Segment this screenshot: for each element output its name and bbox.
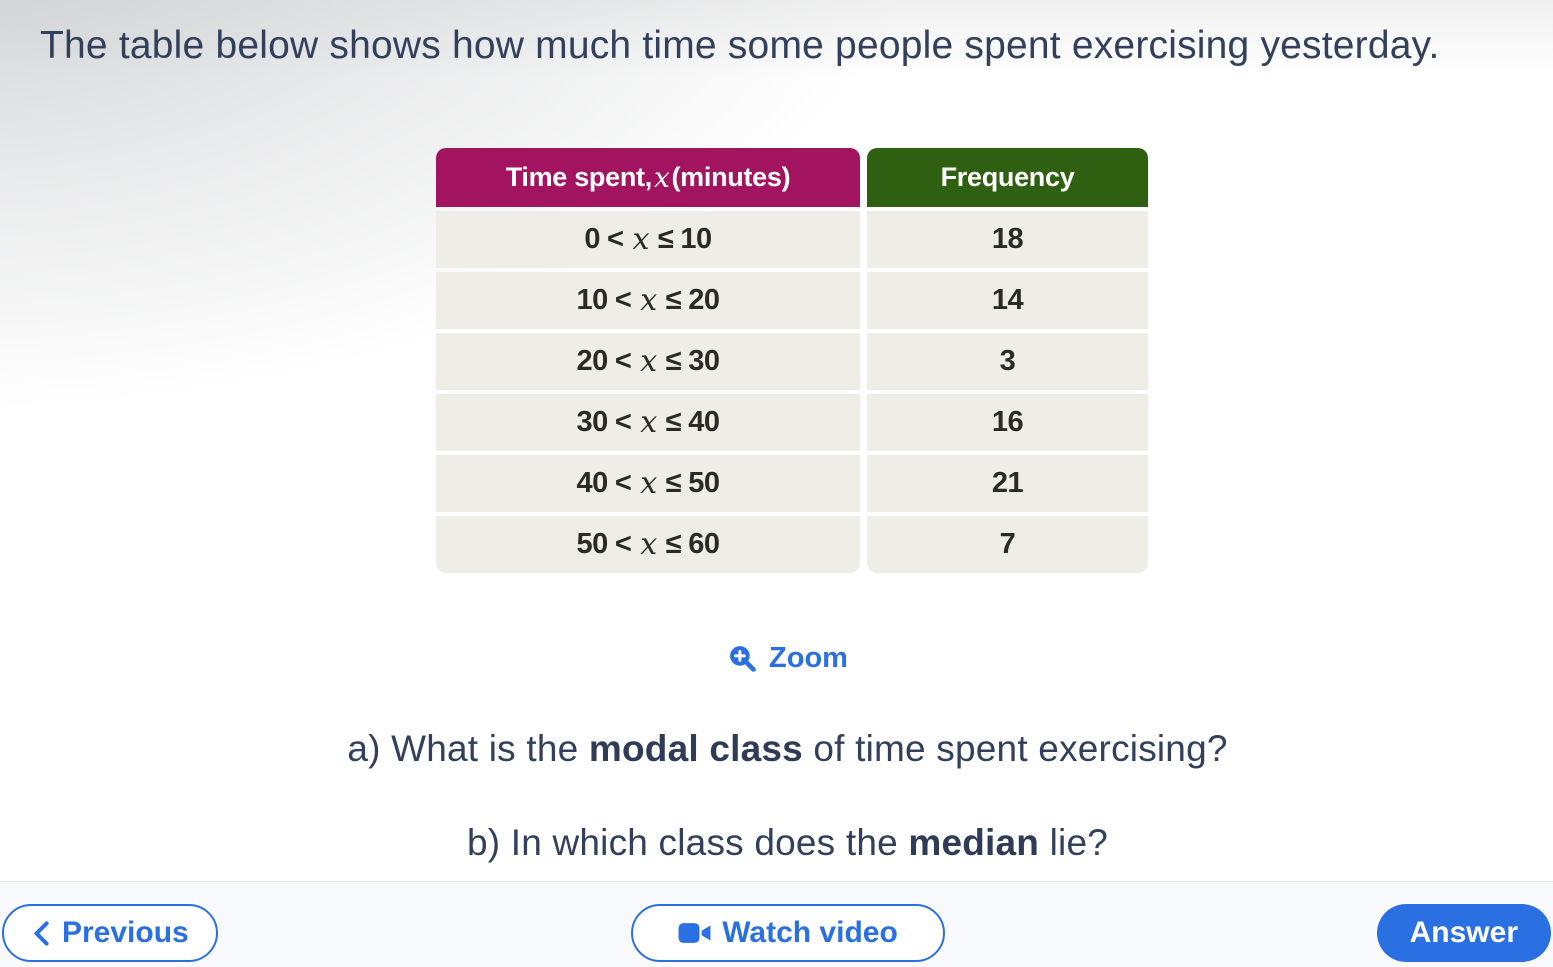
- interval-lower: 40: [576, 467, 609, 499]
- interval-lower: 0: [584, 223, 600, 255]
- table-row-frequency: 14: [867, 272, 1148, 329]
- less-than-symbol: <: [614, 406, 632, 438]
- table-row-class-interval: 30 < x ≤40: [436, 394, 860, 451]
- part-b-prefix: b) In which class does the: [466, 822, 909, 863]
- table-row-class-interval: 50 < x ≤60: [436, 516, 860, 573]
- interval-lower: 10: [576, 284, 609, 316]
- interval-upper: 30: [688, 345, 720, 377]
- less-than-symbol: <: [614, 467, 632, 499]
- zoom-in-icon: [727, 643, 758, 674]
- less-equal-symbol: ≤: [665, 467, 682, 499]
- table-row-frequency: 7: [867, 516, 1148, 573]
- less-than-symbol: <: [614, 345, 632, 377]
- answer-button[interactable]: Answer: [1376, 904, 1551, 962]
- interval-lower: 30: [576, 406, 609, 438]
- math-variable-x: x: [640, 466, 657, 501]
- table-header-time-spent: Time spent, x (minutes): [436, 148, 860, 207]
- previous-button[interactable]: Previous: [2, 904, 218, 962]
- math-variable-x: x: [653, 161, 670, 194]
- table-row-frequency: 3: [867, 333, 1148, 390]
- header-time-prefix: Time spent,: [505, 162, 653, 192]
- part-a-suffix: of time spent exercising?: [802, 728, 1228, 769]
- interval-lower: 50: [576, 528, 609, 560]
- table-row-class-interval: 0 < x ≤10: [436, 211, 860, 268]
- interval-upper: 20: [688, 284, 720, 316]
- part-a-emphasis: modal class: [588, 728, 803, 769]
- less-equal-symbol: ≤: [665, 406, 682, 438]
- less-equal-symbol: ≤: [665, 528, 682, 560]
- question-part-a: a) What is the modal class of time spent…: [11, 728, 1553, 770]
- part-b-emphasis: median: [908, 822, 1040, 863]
- question-intro-text: The table below shows how much time some…: [40, 24, 1440, 67]
- table-row-class-interval: 40 < x ≤50: [436, 455, 860, 512]
- less-than-symbol: <: [614, 528, 632, 560]
- part-b-suffix: lie?: [1039, 822, 1109, 863]
- less-equal-symbol: ≤: [665, 284, 682, 316]
- interval-upper: 50: [688, 467, 720, 499]
- part-a-prefix: a) What is the: [347, 728, 589, 769]
- zoom-button[interactable]: Zoom: [650, 638, 925, 678]
- interval-upper: 10: [680, 223, 712, 255]
- math-variable-x: x: [632, 222, 649, 257]
- interval-upper: 60: [688, 528, 720, 560]
- less-equal-symbol: ≤: [657, 223, 674, 255]
- math-variable-x: x: [640, 283, 657, 318]
- question-part-b: b) In which class does the median lie?: [11, 822, 1553, 864]
- table-row-class-interval: 20 < x ≤30: [436, 333, 860, 390]
- table-row-frequency: 16: [867, 394, 1148, 451]
- previous-label: Previous: [62, 916, 189, 949]
- less-equal-symbol: ≤: [665, 345, 682, 377]
- chevron-left-icon: [31, 920, 51, 947]
- frequency-table: Time spent, x (minutes) Frequency 0 < x ≤10…: [436, 148, 1148, 573]
- table-row-class-interval: 10 < x ≤20: [436, 272, 860, 329]
- zoom-label: Zoom: [769, 641, 848, 674]
- math-variable-x: x: [640, 405, 657, 440]
- math-variable-x: x: [640, 527, 657, 562]
- table-row-frequency: 21: [867, 455, 1148, 512]
- header-time-suffix: (minutes): [671, 162, 791, 192]
- table-row-frequency: 18: [867, 211, 1148, 268]
- answer-label: Answer: [1409, 916, 1518, 949]
- footer-bar: Previous Watch video Answer: [0, 881, 1553, 967]
- watch-video-label: Watch video: [722, 916, 898, 949]
- less-than-symbol: <: [614, 284, 632, 316]
- less-than-symbol: <: [607, 223, 624, 255]
- interval-upper: 40: [688, 406, 720, 438]
- video-camera-icon: [678, 922, 711, 944]
- table-header-frequency: Frequency: [867, 148, 1148, 207]
- math-variable-x: x: [640, 344, 657, 379]
- watch-video-button[interactable]: Watch video: [631, 904, 945, 962]
- interval-lower: 20: [576, 345, 609, 377]
